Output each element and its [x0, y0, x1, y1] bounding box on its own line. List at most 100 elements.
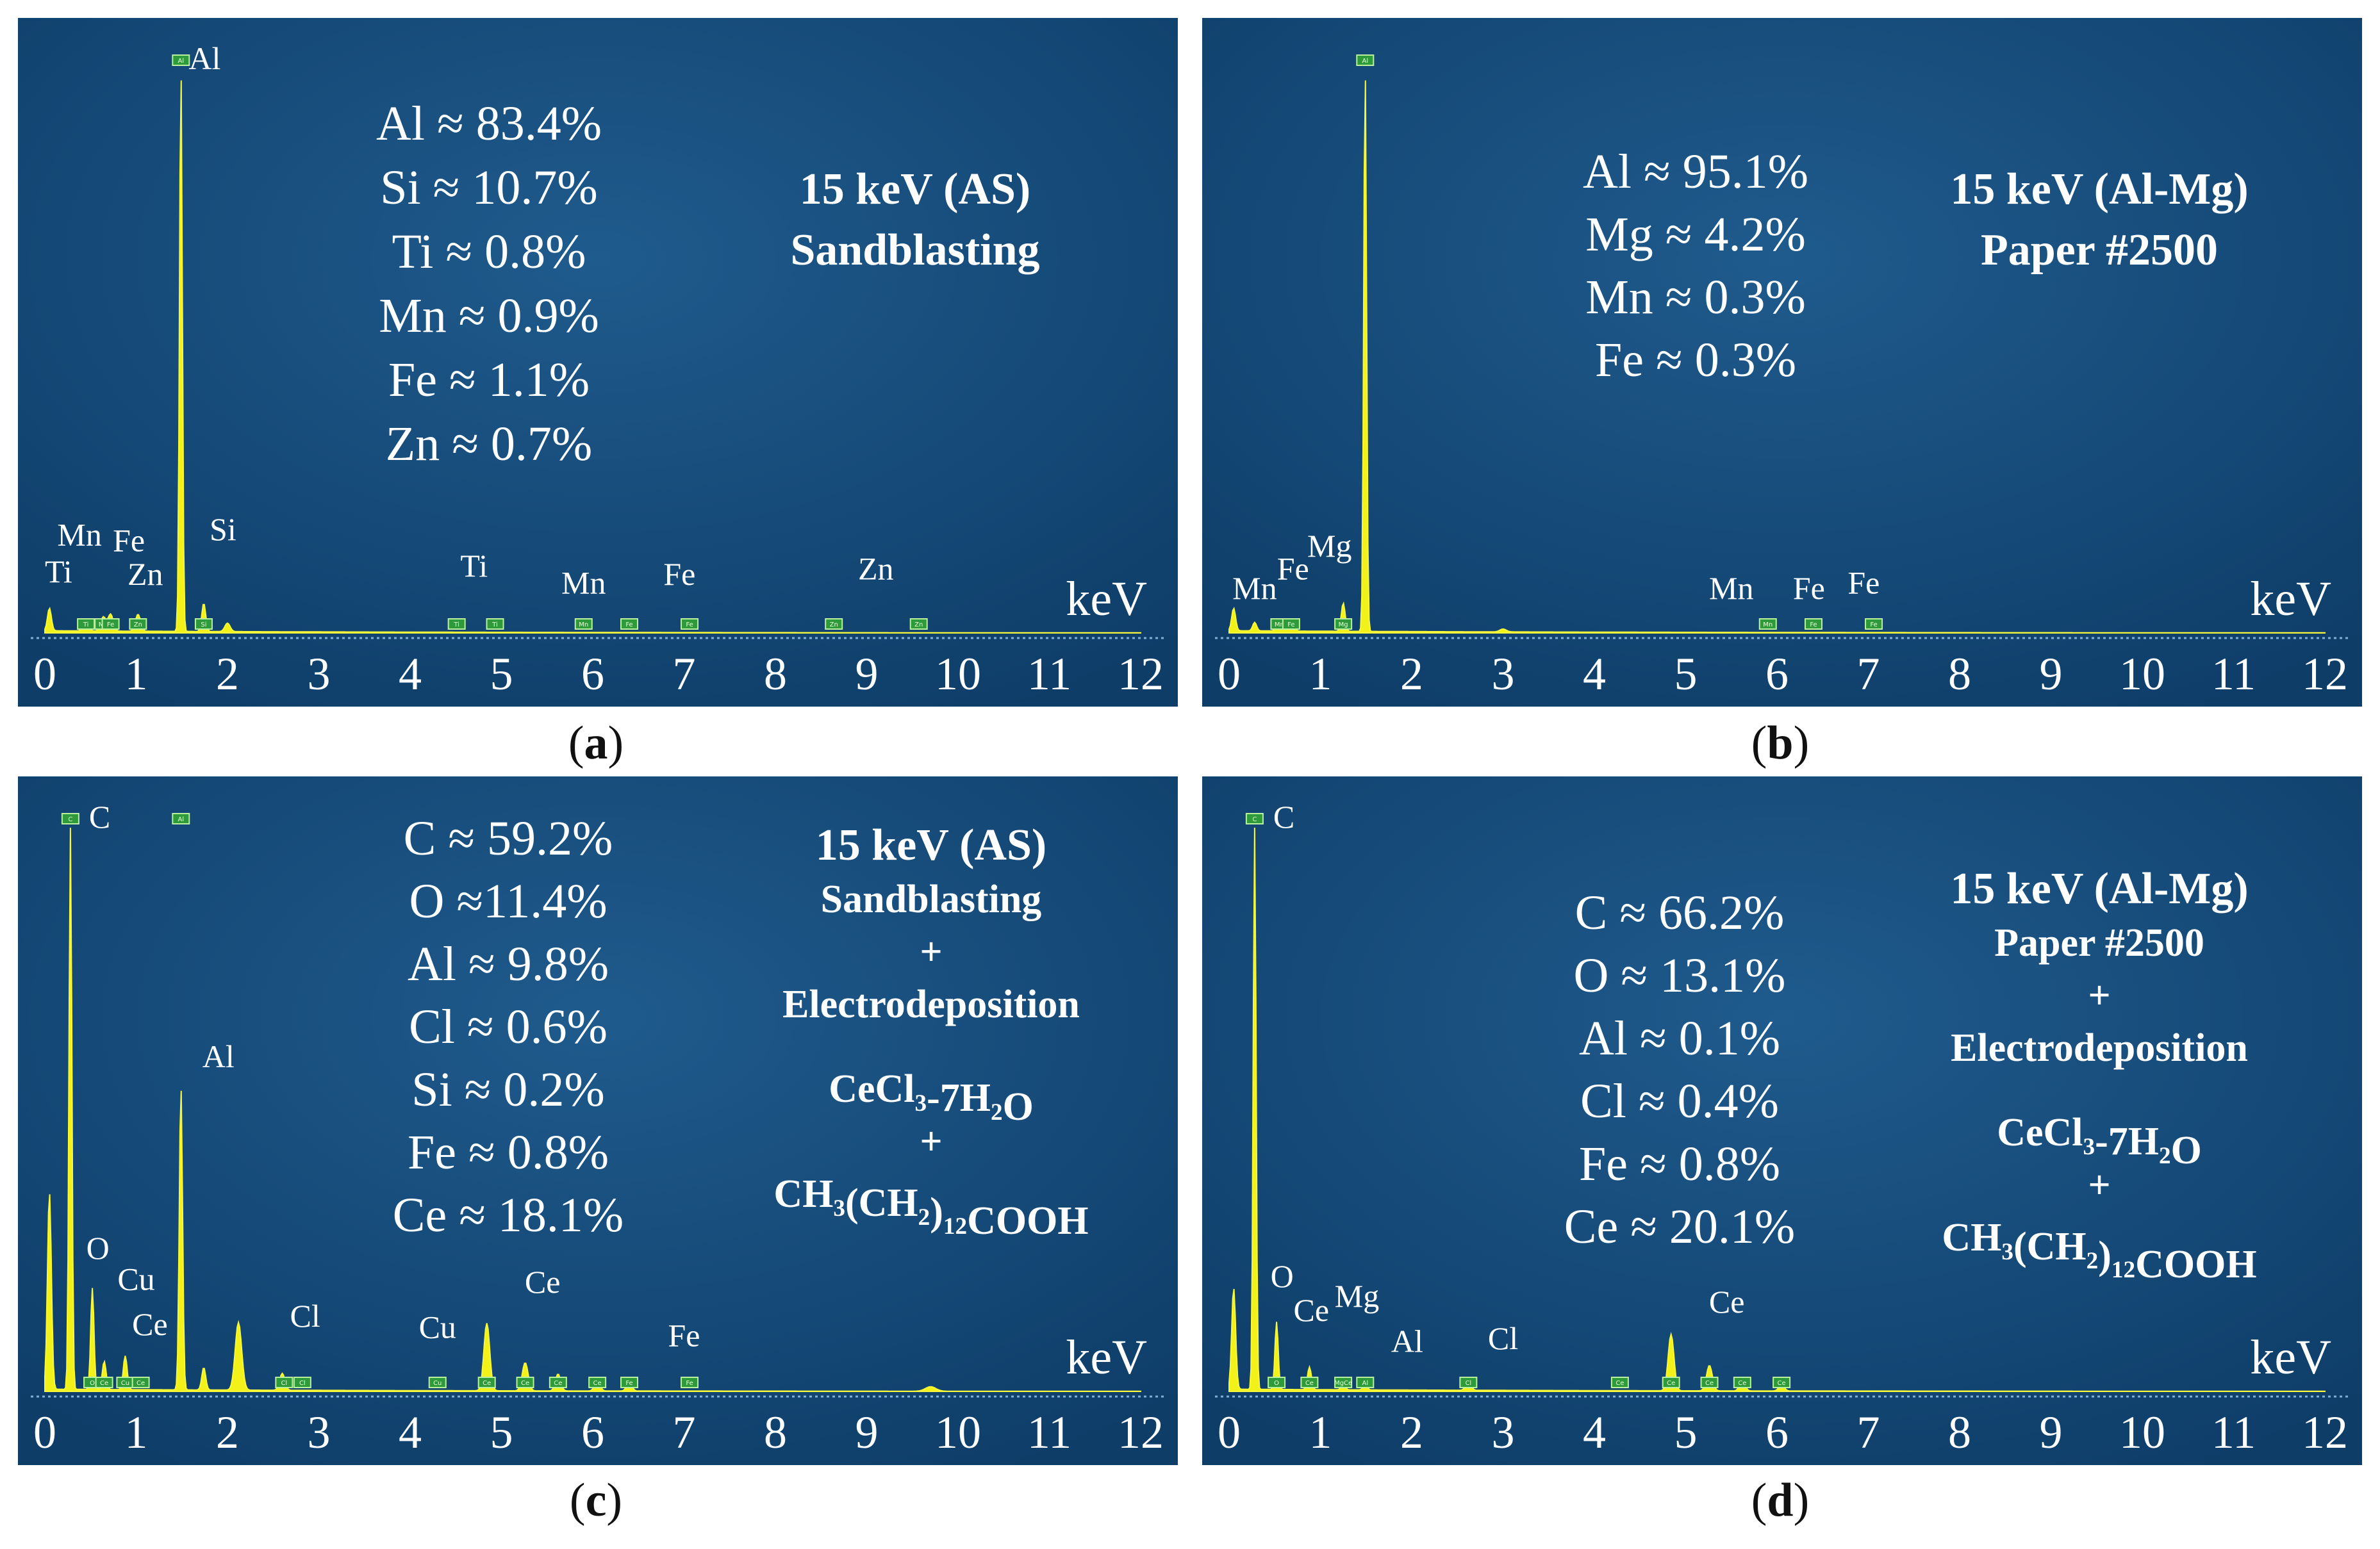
x-tick-label: 7 — [673, 648, 696, 700]
element-tag-box — [681, 618, 699, 630]
composition-line: Cl ≈ 0.6% — [409, 1000, 607, 1054]
peak-element-label: Ce — [132, 1306, 168, 1342]
peak-element-label: Fe — [1793, 570, 1825, 606]
peak-element-label: Cu — [419, 1309, 456, 1345]
element-tag-box — [1356, 1377, 1375, 1388]
element-tag-box — [293, 1377, 311, 1388]
plot-background — [18, 776, 1178, 1465]
element-tag-text: Fe — [625, 621, 632, 628]
element-tag-text: O — [1274, 1380, 1279, 1387]
caption-letter: c — [585, 1474, 607, 1527]
x-tick-label: 12 — [1118, 1407, 1164, 1458]
caption-letter: d — [1767, 1474, 1794, 1527]
element-tag-box — [620, 618, 638, 630]
element-tag-box — [1300, 1377, 1319, 1388]
x-tick-label: 2 — [216, 1407, 239, 1458]
composition-line: Ce ≈ 18.1% — [393, 1188, 624, 1242]
element-tag-text: Si — [201, 621, 206, 628]
x-tick-label: 5 — [1674, 648, 1698, 700]
element-tag-text: Ce — [483, 1380, 491, 1387]
x-tick-label: 10 — [935, 1407, 981, 1458]
composition-line: Cl ≈ 0.4% — [1580, 1074, 1779, 1128]
composition-line: Al ≈ 95.1% — [1583, 145, 1808, 199]
peak-element-label: Cl — [1488, 1320, 1518, 1356]
element-tag-box — [588, 1377, 607, 1388]
element-tag-box — [1700, 1377, 1719, 1388]
peak-element-label: Fe — [1277, 550, 1309, 586]
x-tick-label: 4 — [399, 1407, 422, 1458]
element-tag-text: Ce — [554, 1380, 562, 1387]
composition-line: C ≈ 59.2% — [404, 812, 613, 865]
x-tick-label: 8 — [1948, 648, 1971, 700]
element-tag-box — [95, 1377, 113, 1388]
element-tag: Ce — [588, 1377, 607, 1388]
element-tag-text: Ti — [492, 621, 498, 628]
element-tag: Ti — [77, 618, 95, 630]
element-tag: Ce — [95, 1377, 113, 1388]
element-tag-box — [486, 618, 504, 630]
element-tag-text: Cl — [1465, 1380, 1471, 1387]
element-tag: Zn — [909, 618, 928, 630]
element-tag: Ce — [516, 1377, 534, 1388]
element-tag: Fe — [1865, 618, 1883, 630]
element-tag: Ce — [1700, 1377, 1719, 1388]
condition-line: CH3(CH2)12COOH — [1942, 1216, 2256, 1286]
composition-line: C ≈ 66.2% — [1575, 886, 1785, 940]
element-tag-text: Mn — [579, 621, 588, 628]
peak-element-label: Mn — [1232, 570, 1277, 606]
peak-element-label: Mn — [57, 517, 101, 553]
composition-line: Al ≈ 83.4% — [376, 97, 602, 151]
element-tag: Ce — [131, 1377, 150, 1388]
peak-element-label: Ce — [1709, 1284, 1745, 1320]
x-tick-label: 3 — [308, 1407, 331, 1458]
x-tick-label: 1 — [1309, 1407, 1332, 1458]
composition-line: Fe ≈ 0.3% — [1595, 333, 1796, 387]
x-tick-label: 3 — [308, 648, 331, 700]
element-tag-text: Cu — [433, 1380, 442, 1387]
composition-line: Mg ≈ 4.2% — [1585, 208, 1806, 261]
element-tag-text: Al — [178, 816, 185, 823]
element-tag: Mg — [1334, 618, 1353, 630]
element-tag: Mn — [1758, 618, 1777, 630]
element-tag-box — [131, 1377, 150, 1388]
spectrum-area — [1228, 80, 2326, 634]
x-tick-label: 5 — [490, 648, 513, 700]
condition-line: Electrodeposition — [1951, 1026, 2248, 1070]
element-tag-box — [1610, 1377, 1629, 1388]
element-tag-text: Al — [1362, 1380, 1369, 1387]
element-tag: Al — [172, 54, 190, 66]
element-tag-box — [447, 618, 466, 630]
x-tick-label: 6 — [581, 648, 604, 700]
peak-element-label: Zn — [858, 550, 894, 586]
element-tag-box — [620, 1377, 638, 1388]
panel-c: 0 1 2 3 4 5 6 7 8 9 10 11 12 keV C O Ce Cu Ce Al Cl Cl Cu Ce Ce C… — [18, 776, 1178, 1465]
element-tag-box — [1662, 1377, 1680, 1388]
element-tag-box — [1773, 1377, 1791, 1388]
x-tick-label: 1 — [125, 1407, 148, 1458]
element-tag: MgCe — [1334, 1377, 1352, 1388]
element-tag-text: Ce — [1616, 1380, 1624, 1387]
element-tag: Si — [194, 618, 213, 630]
panel-a: 0123456789101112keVTiMnFeZnAlSiTiTiMnFeF… — [18, 18, 1178, 707]
composition-line: Al ≈ 9.8% — [408, 937, 609, 991]
condition-line: CeCl3-7H2O — [829, 1067, 1034, 1129]
element-tag: Zn — [129, 618, 147, 630]
x-tick-label: 5 — [490, 1407, 513, 1458]
element-tag: Cl — [293, 1377, 311, 1388]
element-tag-box — [1334, 1377, 1353, 1388]
element-tag-text: Fe — [107, 621, 114, 628]
element-tag-text: Fe — [625, 1380, 632, 1387]
element-tag-box — [129, 618, 147, 630]
element-tag-text: Ti — [83, 621, 89, 628]
element-tag-text: Ti — [453, 621, 459, 628]
element-tag: Ce — [477, 1377, 496, 1388]
element-tag-text: Al — [178, 58, 185, 65]
x-tick-label: 8 — [764, 1407, 787, 1458]
condition-line: Sandblasting — [790, 225, 1039, 275]
condition-line: + — [920, 1120, 942, 1163]
element-tag-text: Zn — [830, 621, 838, 628]
composition-line: Fe ≈ 1.1% — [388, 353, 590, 407]
element-tag-box — [477, 1377, 496, 1388]
peak-element-label: Mg — [1307, 528, 1351, 564]
x-tick-label: 9 — [855, 1407, 879, 1458]
